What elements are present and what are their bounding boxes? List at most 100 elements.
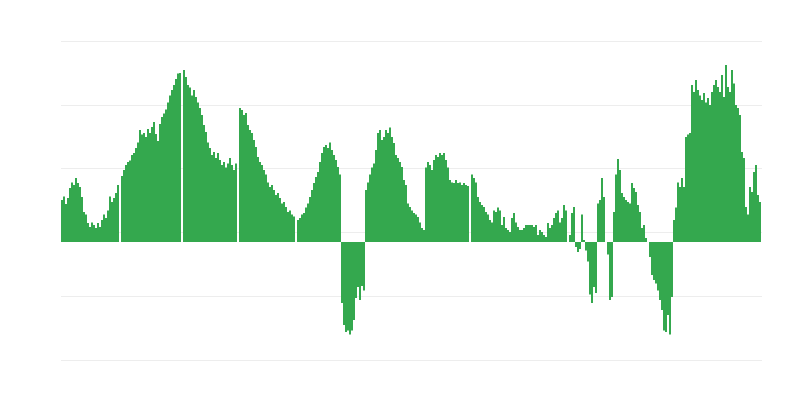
bar xyxy=(391,137,393,242)
bar xyxy=(689,132,691,242)
bar xyxy=(495,212,497,242)
bar xyxy=(327,148,329,242)
bar xyxy=(467,186,469,242)
bar xyxy=(597,203,599,242)
bar xyxy=(513,212,515,242)
bar xyxy=(387,132,389,242)
bar xyxy=(135,148,137,242)
bar xyxy=(517,226,519,242)
bar xyxy=(269,186,271,242)
bar xyxy=(757,195,759,242)
bar xyxy=(121,176,123,242)
bar xyxy=(745,207,747,242)
bar xyxy=(335,160,337,242)
bar xyxy=(87,222,89,242)
bar xyxy=(673,219,675,242)
bar xyxy=(215,158,217,242)
bar xyxy=(653,242,655,281)
bar xyxy=(695,80,697,242)
bar xyxy=(709,104,711,242)
bar xyxy=(755,165,757,242)
bar xyxy=(277,193,279,242)
bar xyxy=(599,200,601,242)
bar xyxy=(217,153,219,242)
bar xyxy=(85,214,87,242)
bar xyxy=(721,75,723,242)
bar xyxy=(401,167,403,242)
bar xyxy=(577,242,579,253)
bar xyxy=(705,102,707,242)
bar xyxy=(219,160,221,242)
bar xyxy=(717,87,719,242)
bar xyxy=(65,203,67,242)
bar xyxy=(681,177,683,242)
bar xyxy=(373,163,375,242)
bar xyxy=(573,207,575,242)
bar xyxy=(505,228,507,242)
bar xyxy=(249,130,251,242)
bar xyxy=(609,242,611,300)
bar xyxy=(263,170,265,242)
bar xyxy=(77,182,79,242)
bar xyxy=(81,196,83,242)
bar xyxy=(165,109,167,242)
bar xyxy=(633,188,635,242)
bar xyxy=(407,203,409,242)
bar xyxy=(455,179,457,242)
bar xyxy=(139,130,141,242)
bar xyxy=(289,210,291,243)
bar xyxy=(539,229,541,242)
bar xyxy=(381,139,383,242)
bar xyxy=(419,222,421,242)
bar xyxy=(83,212,85,242)
bar xyxy=(69,188,71,242)
bar xyxy=(411,210,413,243)
bar xyxy=(73,184,75,242)
bar xyxy=(111,202,113,242)
bar xyxy=(575,242,577,248)
bar xyxy=(321,153,323,242)
bar xyxy=(103,214,105,242)
bar xyxy=(227,163,229,242)
bar xyxy=(241,109,243,243)
bar xyxy=(559,222,561,242)
bar xyxy=(509,231,511,242)
bar xyxy=(305,207,307,242)
bar xyxy=(329,142,331,242)
bar xyxy=(579,242,581,249)
bar xyxy=(359,242,361,300)
bar xyxy=(365,189,367,242)
bar xyxy=(613,212,615,242)
bar xyxy=(747,214,749,242)
bar xyxy=(115,193,117,242)
bar xyxy=(201,115,203,242)
bar xyxy=(353,242,355,321)
bar xyxy=(293,216,295,242)
bar xyxy=(475,182,477,242)
bar xyxy=(231,165,233,242)
bar xyxy=(649,242,651,258)
bar xyxy=(189,87,191,242)
bar xyxy=(425,167,427,242)
bar xyxy=(533,226,535,242)
bar xyxy=(221,165,223,242)
bar xyxy=(333,155,335,242)
bar xyxy=(453,182,455,242)
bar xyxy=(679,186,681,242)
bar xyxy=(459,182,461,242)
bar xyxy=(213,151,215,242)
bar xyxy=(143,132,145,242)
bar xyxy=(669,242,671,335)
bar xyxy=(361,242,363,286)
bar xyxy=(93,224,95,242)
bar xyxy=(439,153,441,242)
bar xyxy=(163,113,165,242)
bar xyxy=(211,155,213,242)
bar xyxy=(141,134,143,242)
bar xyxy=(591,242,593,303)
bar xyxy=(105,217,107,242)
bar xyxy=(451,182,453,242)
bar xyxy=(521,229,523,242)
bar xyxy=(457,182,459,242)
